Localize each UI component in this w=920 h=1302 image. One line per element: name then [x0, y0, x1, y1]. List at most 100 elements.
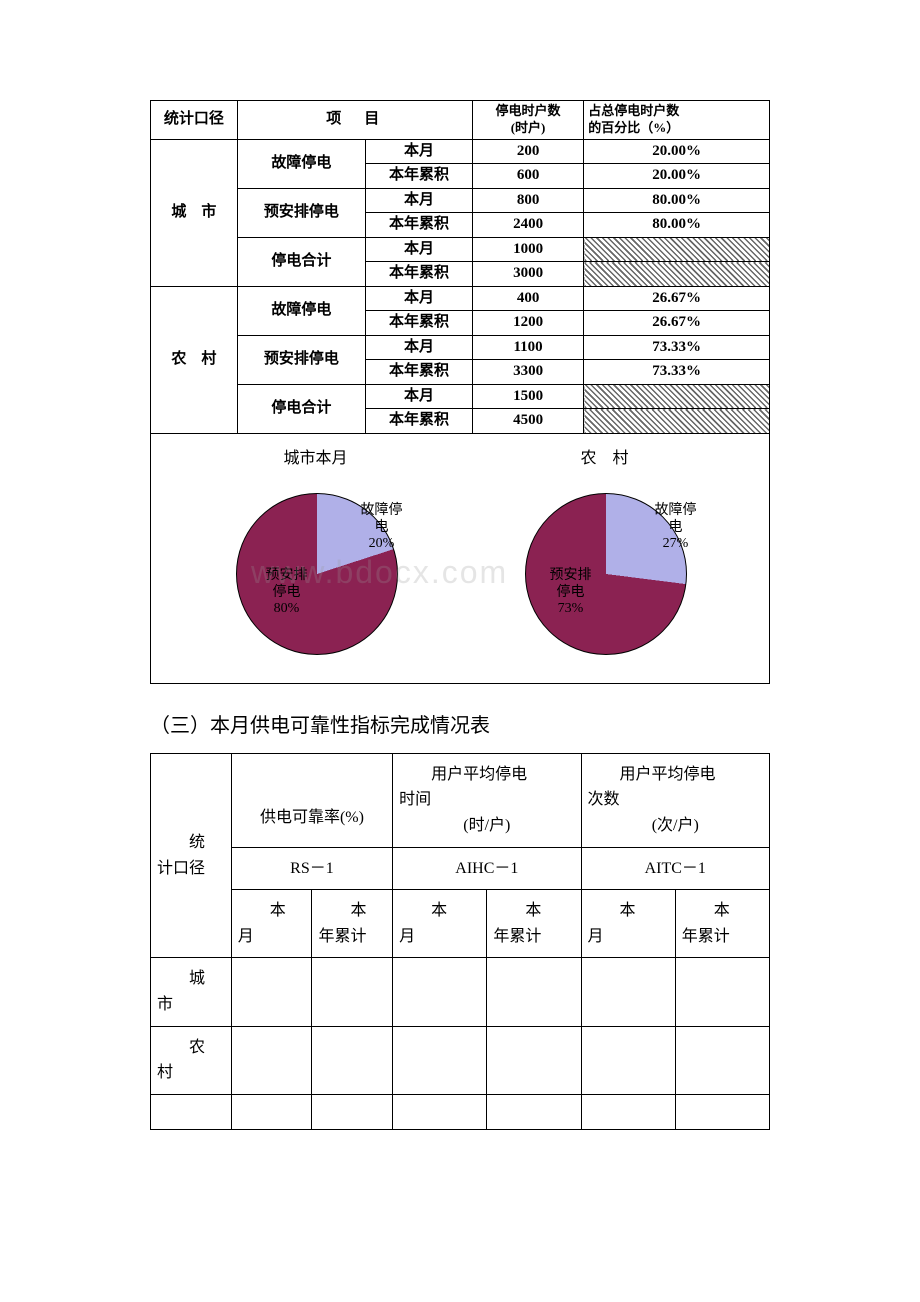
- sub-year: 本年累计: [487, 890, 581, 958]
- table-row: 统计口径 供电可靠率(%) 用户平均停电时间(时/户) 用户平均停电次数(次/户…: [151, 753, 770, 847]
- empty-cell: [393, 958, 487, 1026]
- empty-cell: [487, 958, 581, 1026]
- hatched-cell: [584, 384, 770, 409]
- period: 本年累积: [366, 262, 473, 287]
- city-pie-title: 城市本月: [206, 444, 426, 468]
- pct-cell: 73.33%: [584, 360, 770, 385]
- rural-pie-container: 农 村 故障停电27% 预安排停电73%: [495, 444, 715, 663]
- sub-month: 本月: [393, 890, 487, 958]
- table-row: 城 市 故障停电 本月 200 20.00%: [151, 139, 770, 164]
- pie-charts-row: 城市本月 故障停电20% 预安排停电80% 农 村 故障停电27% 预安排停电7…: [150, 434, 770, 684]
- period: 本月: [366, 237, 473, 262]
- cat-plan: 预安排停电: [237, 188, 366, 237]
- section-title: （三）本月供电可靠性指标完成情况表: [150, 709, 770, 738]
- value-cell: 3000: [472, 262, 583, 287]
- value-cell: 3300: [472, 360, 583, 385]
- rural-pie-wrapper: 故障停电27% 预安排停电73%: [495, 483, 715, 663]
- pct-cell: 80.00%: [584, 188, 770, 213]
- cat-total: 停电合计: [237, 237, 366, 286]
- empty-cell: [231, 958, 312, 1026]
- value-cell: 4500: [472, 409, 583, 434]
- empty-cell: [581, 1094, 675, 1129]
- table-row: RS－1 AIHC－1 AITC－1: [151, 847, 770, 890]
- hatched-cell: [584, 409, 770, 434]
- table-row: 城市: [151, 958, 770, 1026]
- table-row: 预安排停电 本月 800 80.00%: [151, 188, 770, 213]
- empty-cell: [393, 1026, 487, 1094]
- empty-cell: [675, 1026, 769, 1094]
- group-city: 城 市: [151, 139, 238, 286]
- city-pie-wrapper: 故障停电20% 预安排停电80%: [206, 483, 426, 663]
- header-avg-time: 用户平均停电时间(时/户): [393, 753, 581, 847]
- value-cell: 2400: [472, 213, 583, 238]
- page-container: 统计口径 项 目 停电时户数 (时户) 占总停电时户数 的百分比（%） 城 市 …: [0, 0, 920, 1210]
- cat-fault: 故障停电: [237, 286, 366, 335]
- row-rural-label: 农村: [151, 1026, 232, 1094]
- hatched-cell: [584, 237, 770, 262]
- period: 本月: [366, 286, 473, 311]
- city-plan-label: 预安排停电80%: [266, 568, 308, 618]
- rs1-header: RS－1: [231, 847, 392, 890]
- pct-cell: 26.67%: [584, 286, 770, 311]
- value-cell: 400: [472, 286, 583, 311]
- sub-month: 本月: [231, 890, 312, 958]
- empty-cell: [312, 1026, 393, 1094]
- header-item: 项 目: [237, 101, 472, 140]
- empty-cell: [487, 1026, 581, 1094]
- cat-total: 停电合计: [237, 384, 366, 433]
- value-cell: 1200: [472, 311, 583, 336]
- table-header-row: 统计口径 项 目 停电时户数 (时户) 占总停电时户数 的百分比（%）: [151, 101, 770, 140]
- empty-cell: [231, 1026, 312, 1094]
- city-fault-label: 故障停电20%: [361, 503, 403, 553]
- value-cell: 1100: [472, 335, 583, 360]
- sub-month: 本月: [581, 890, 675, 958]
- value-cell: 200: [472, 139, 583, 164]
- row-city-label: 城市: [151, 958, 232, 1026]
- period: 本月: [366, 139, 473, 164]
- sub-year: 本年累计: [312, 890, 393, 958]
- table-row: 本月 本年累计 本月 本年累计 本月 本年累计: [151, 890, 770, 958]
- header-percent: 占总停电时户数 的百分比（%）: [584, 101, 770, 140]
- cat-plan: 预安排停电: [237, 335, 366, 384]
- cat-fault: 故障停电: [237, 139, 366, 188]
- group-rural: 农 村: [151, 286, 238, 433]
- pct-cell: 20.00%: [584, 164, 770, 189]
- pct-cell: 26.67%: [584, 311, 770, 336]
- table-row: 停电合计 本月 1000: [151, 237, 770, 262]
- period: 本月: [366, 335, 473, 360]
- table-row: [151, 1094, 770, 1129]
- header-hours: 停电时户数 (时户): [472, 101, 583, 140]
- aitc1-header: AITC－1: [581, 847, 769, 890]
- empty-cell: [231, 1094, 312, 1129]
- empty-cell: [675, 958, 769, 1026]
- header-avg-count: 用户平均停电次数(次/户): [581, 753, 769, 847]
- value-cell: 1000: [472, 237, 583, 262]
- table-row: 停电合计 本月 1500: [151, 384, 770, 409]
- empty-cell: [581, 958, 675, 1026]
- period: 本年累积: [366, 409, 473, 434]
- empty-cell: [151, 1094, 232, 1129]
- reliability-table: 统计口径 供电可靠率(%) 用户平均停电时间(时/户) 用户平均停电次数(次/户…: [150, 753, 770, 1130]
- empty-cell: [581, 1026, 675, 1094]
- value-cell: 1500: [472, 384, 583, 409]
- period: 本年累积: [366, 213, 473, 238]
- header-reliability: 供电可靠率(%): [231, 753, 392, 847]
- period: 本月: [366, 188, 473, 213]
- pct-cell: 20.00%: [584, 139, 770, 164]
- empty-cell: [312, 958, 393, 1026]
- period: 本年累积: [366, 164, 473, 189]
- value-cell: 800: [472, 188, 583, 213]
- rural-plan-label: 预安排停电73%: [550, 568, 592, 618]
- period: 本年累积: [366, 360, 473, 385]
- empty-cell: [393, 1094, 487, 1129]
- outage-stats-table: 统计口径 项 目 停电时户数 (时户) 占总停电时户数 的百分比（%） 城 市 …: [150, 100, 770, 434]
- table-row: 农村: [151, 1026, 770, 1094]
- empty-cell: [675, 1094, 769, 1129]
- header-scope: 统计口径: [151, 753, 232, 958]
- city-pie-container: 城市本月 故障停电20% 预安排停电80%: [206, 444, 426, 663]
- empty-cell: [487, 1094, 581, 1129]
- pct-cell: 80.00%: [584, 213, 770, 238]
- period: 本月: [366, 384, 473, 409]
- value-cell: 600: [472, 164, 583, 189]
- pct-cell: 73.33%: [584, 335, 770, 360]
